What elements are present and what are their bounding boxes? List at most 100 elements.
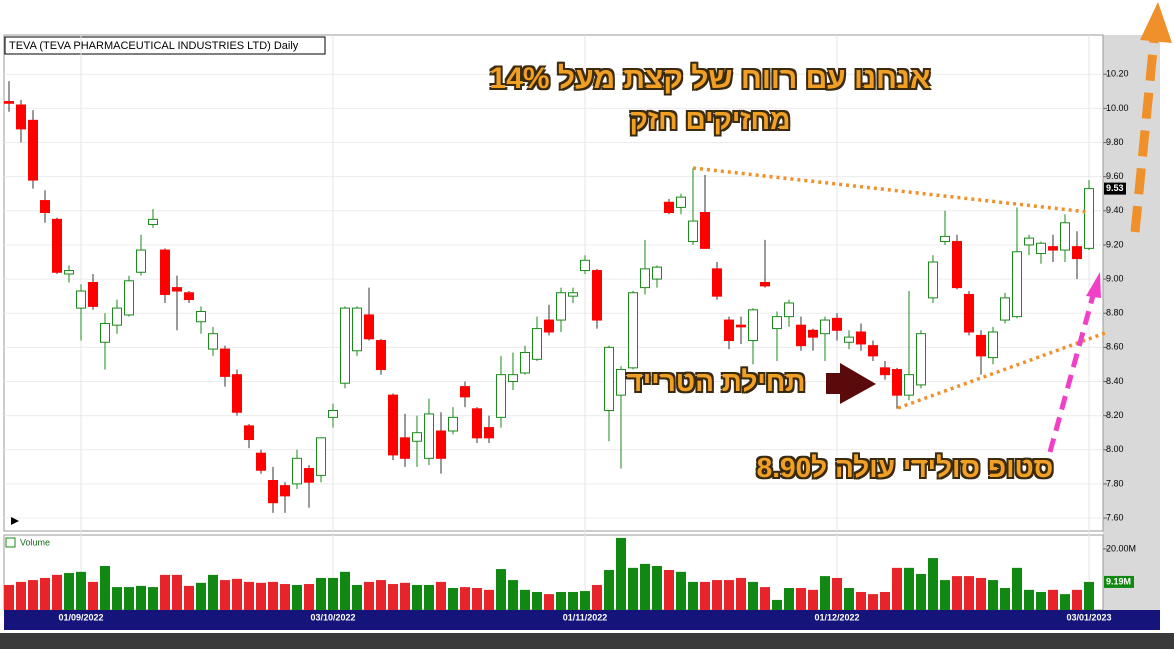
candle-body [1000, 297, 1010, 321]
volume-bar [1024, 589, 1034, 610]
candle-body [892, 369, 902, 396]
volume-bar [784, 588, 794, 610]
volume-bar [544, 594, 554, 610]
candle-body [676, 196, 686, 208]
volume-bar [964, 576, 974, 610]
annotation: תחילת הטרייד [626, 366, 806, 397]
candle-body [160, 249, 170, 295]
volume-bar [568, 591, 578, 610]
volume-bar [76, 571, 86, 610]
chart-title: TEVA (TEVA PHARMACEUTICAL INDUSTRIES LTD… [9, 40, 299, 52]
volume-bar [172, 574, 182, 610]
volume-bar [244, 581, 254, 610]
candle-body [748, 309, 758, 342]
candle-body [952, 241, 962, 289]
y-tick-label: 10.20 [1106, 69, 1129, 79]
candle-body [64, 270, 74, 275]
y-tick-label: 9.00 [1106, 273, 1124, 283]
candle-body [940, 235, 950, 243]
candle-body [1036, 242, 1046, 254]
volume-bar [808, 589, 818, 610]
candle-body [88, 282, 98, 307]
candle-body [808, 329, 818, 338]
y-tick-label: 8.20 [1106, 410, 1124, 420]
candle-body [1024, 237, 1034, 246]
candle-body [544, 319, 554, 333]
taskbar [0, 633, 1174, 649]
volume-bar [556, 591, 566, 610]
candle-body [232, 374, 242, 413]
volume-bar [376, 580, 386, 610]
x-tick-label: 03/01/2023 [1066, 612, 1111, 622]
volume-bar [340, 571, 350, 610]
candle-body [364, 314, 374, 340]
candle-body [496, 374, 506, 418]
candle-body [436, 430, 446, 459]
volume-bar [364, 581, 374, 610]
last-volume-label: 9.19M [1106, 576, 1131, 586]
volume-bar [640, 563, 650, 610]
y-tick-label: 8.00 [1106, 444, 1124, 454]
pink-arrowhead [1086, 272, 1101, 298]
candle-body [172, 287, 182, 292]
y-tick-label: 9.60 [1106, 171, 1124, 181]
volume-bar [88, 581, 98, 610]
candle-body [592, 270, 602, 321]
candle-body [280, 485, 290, 497]
volume-bar [448, 588, 458, 610]
x-tick-label: 01/09/2022 [58, 612, 103, 622]
candle-body [40, 200, 50, 214]
volume-bar [316, 577, 326, 610]
volume-bar [976, 577, 986, 610]
volume-bar [484, 589, 494, 610]
volume-bar [700, 581, 710, 610]
volume-bar [136, 585, 146, 610]
volume-bar [1012, 567, 1022, 610]
candle-body [784, 302, 794, 318]
candle-body [616, 369, 626, 396]
candle-body [292, 457, 302, 485]
volume-bar [832, 577, 842, 610]
candle-body [580, 259, 590, 272]
volume-bar [424, 584, 434, 610]
candle-body [844, 336, 854, 343]
candle-body [736, 324, 746, 328]
volume-bar [124, 587, 134, 610]
y-tick-label: 9.40 [1106, 205, 1124, 215]
annotation: סטופ סולידי עולה ל8.90 [756, 452, 1054, 483]
volume-bar [664, 569, 674, 610]
candle-body [880, 367, 890, 376]
candle-body [772, 316, 782, 330]
candle-body [796, 324, 806, 347]
candle-body [244, 425, 254, 441]
volume-bar [1048, 589, 1058, 610]
x-tick-label: 01/11/2022 [563, 612, 608, 622]
last-price-box [1104, 182, 1126, 195]
volume-bar [688, 581, 698, 610]
candle-body [568, 292, 578, 297]
candle-body [760, 282, 770, 287]
candle-body [604, 346, 614, 412]
candle-body [460, 386, 470, 398]
volume-bar [844, 588, 854, 610]
volume-bar [232, 578, 242, 610]
candle-body [700, 212, 710, 249]
candle-body [400, 437, 410, 459]
volume-bar [760, 587, 770, 610]
volume-bar [400, 582, 410, 610]
candle-body [1012, 251, 1022, 318]
candle-body [988, 331, 998, 359]
candle-body [484, 427, 494, 439]
volume-bar [1060, 594, 1070, 610]
volume-bar [508, 580, 518, 610]
volume-bar [868, 594, 878, 610]
x-tick-label: 03/10/2022 [310, 612, 355, 622]
candle-body [184, 292, 194, 301]
volume-bar [916, 573, 926, 610]
pink-arrow [1047, 291, 1097, 453]
volume-bar [736, 577, 746, 610]
volume-bar [880, 591, 890, 610]
last-price-label: 9.53 [1106, 183, 1124, 193]
